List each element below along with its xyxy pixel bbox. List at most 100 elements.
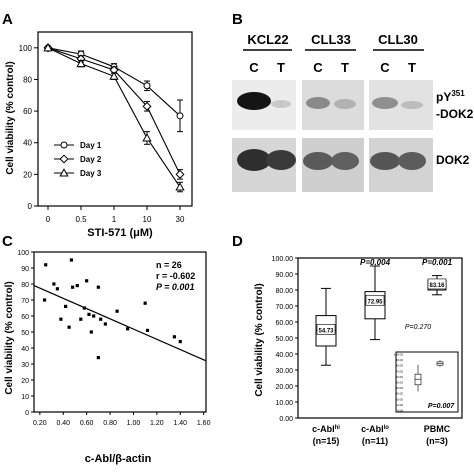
blot-lane-label: C [380, 60, 390, 75]
panel-c-data-point [69, 258, 74, 262]
panel-c-y-tick-label: 60 [21, 314, 29, 321]
panel-a-data-point [142, 101, 152, 111]
blot-band [266, 150, 296, 170]
blot-band [306, 97, 330, 109]
panel-d-y-tick-label: 20.00 [275, 384, 293, 391]
panel-d-y-tick-label: 40.00 [275, 352, 293, 359]
panel-d-inset-y-tick-label: 20.00 [395, 397, 403, 401]
panel-c-data-point [42, 298, 47, 302]
panel-d-inset-frame [395, 351, 459, 413]
panel-c-data-point [115, 309, 119, 313]
blot-group-cll30: CLL30 [378, 32, 418, 47]
blot-band [271, 100, 291, 108]
panel-c-x-tick-label: 1.40 [173, 420, 187, 427]
panel-c-data-point [99, 317, 103, 321]
panel-a-y-tick-label: 100 [19, 44, 33, 53]
panel-c-data-point [71, 285, 75, 289]
panel-d-median-label: 72.95 [367, 299, 383, 305]
panel-d-p-value: P=0.004 [360, 258, 391, 267]
panel-a-data-point [142, 133, 152, 142]
panel-d-y-tick-label: 80.00 [275, 288, 293, 295]
panel-a-y-tick-label: 20 [23, 170, 32, 179]
blot-band [303, 152, 333, 170]
panel-c-data-point [172, 335, 177, 339]
panel-a-y-tick-label: 0 [28, 202, 33, 211]
panel-c-stat-n: n = 26 [156, 260, 182, 270]
panel-d-inset-y-tick-label: 100.00 [394, 353, 404, 357]
panel-d-inset-y-tick-label: 10.00 [395, 403, 403, 407]
panel-c-data-point [143, 301, 147, 305]
panel-a-x-tick-label: 0 [46, 215, 51, 224]
panel-d-y-tick-label: 70.00 [275, 304, 293, 311]
panel-d-inset-p-value: P=0.007 [428, 403, 455, 410]
panel-d-y-tick-label: 50.00 [275, 336, 293, 343]
blot-lane-label: C [249, 60, 259, 75]
blot-band [372, 97, 398, 109]
panel-a-data-point [175, 182, 185, 191]
panel-d-y-tick-label: 0.00 [279, 416, 293, 423]
blot-lane-label: C [313, 60, 323, 75]
panel-a-data-point [76, 58, 86, 68]
panel-c-x-axis-label: c-Abl/β-actin [85, 453, 152, 465]
panel-d-inset-y-tick-label: 80.00 [395, 364, 403, 368]
panel-c-data-point [92, 314, 96, 318]
panel-a-x-tick-label: 0.5 [75, 215, 87, 224]
panel-c-x-tick-label: 0.40 [56, 420, 70, 427]
panel-d-inset-y-tick-label: 30.00 [395, 392, 403, 396]
panel-c-y-tick-label: 50 [21, 330, 29, 337]
panel-c-y-tick-label: 90 [21, 266, 29, 273]
blot-band [237, 92, 271, 110]
panel-c-y-tick-label: 30 [21, 362, 29, 369]
panel-a-data-point [109, 71, 119, 80]
panel-d-inset-y-tick-label: 90.00 [395, 358, 403, 362]
panel-d-category-n: (n=3) [426, 436, 448, 446]
panel-c-data-point [79, 317, 83, 321]
panel-c-x-tick-label: 1.20 [150, 420, 164, 427]
panel-a-y-tick-label: 80 [23, 75, 32, 84]
panel-d-y-tick-label: 60.00 [275, 320, 293, 327]
panel-c-data-point [96, 285, 100, 289]
panel-c-x-tick-label: 0.20 [33, 420, 47, 427]
panel-a-x-tick-label: 30 [176, 215, 185, 224]
panel-a-series-line [47, 47, 181, 117]
panel-d-category-n: (n=11) [362, 436, 388, 446]
panel-a-legend-label: Day 2 [80, 155, 102, 164]
panel-a-legend-marker [59, 168, 69, 177]
panel-d-median-label-box [316, 324, 336, 335]
panel-c-x-tick-label: 1.60 [197, 420, 211, 427]
panel-d-y-tick-label: 10.00 [275, 400, 293, 407]
panel-c-data-point [52, 282, 56, 286]
panel-d-p-value: P=0.001 [422, 258, 453, 267]
panel-c-data-point [59, 317, 63, 321]
panel-a-x-tick-label: 1 [112, 215, 117, 224]
panel-c-y-tick-label: 10 [21, 394, 29, 401]
panel-c-x-tick-label: 1.00 [127, 420, 141, 427]
panel-c-x-tick-label: 0.80 [103, 420, 117, 427]
panel-d-inset-y-tick-label: 60.00 [395, 375, 403, 379]
panel-c-y-tick-label: 0 [25, 410, 29, 417]
panel-c-data-point [103, 322, 107, 326]
panel-c-data-point [96, 356, 100, 360]
blot-lane-label: T [341, 60, 349, 75]
panel-a-line-chart: Cell viability (% control) STI-571 (μM) … [5, 31, 193, 239]
panel-a-x-tick-label: 10 [143, 215, 152, 224]
panel-a-legend-marker [60, 141, 68, 149]
panel-c-data-point [126, 327, 130, 331]
panel-c-data-point [87, 312, 91, 316]
panel-c-scatter-chart: Cell viability (% control) c-Abl/β-actin… [4, 250, 211, 465]
panel-c-y-tick-label: 70 [21, 298, 29, 305]
blot-band [401, 101, 423, 109]
blot-band [237, 149, 271, 171]
panel-a-plot-frame [37, 31, 193, 207]
panel-d-inset-y-tick-label: 70.00 [395, 369, 403, 373]
panel-a-data-point [143, 82, 151, 90]
panel-d-median-label: 83.16 [429, 283, 445, 289]
blot-row-label-dok2: DOK2 [436, 153, 470, 167]
panel-d-category-label: c-Abllo [361, 424, 389, 434]
panel-d-inset-y-tick-label: 50.00 [395, 381, 403, 385]
panel-a-x-axis-label: STI-571 (μM) [87, 227, 153, 239]
panel-a-data-point [43, 42, 53, 52]
blot-lane-label: T [277, 60, 285, 75]
panel-c-data-point [75, 284, 79, 288]
panel-label-d: D [232, 233, 243, 250]
